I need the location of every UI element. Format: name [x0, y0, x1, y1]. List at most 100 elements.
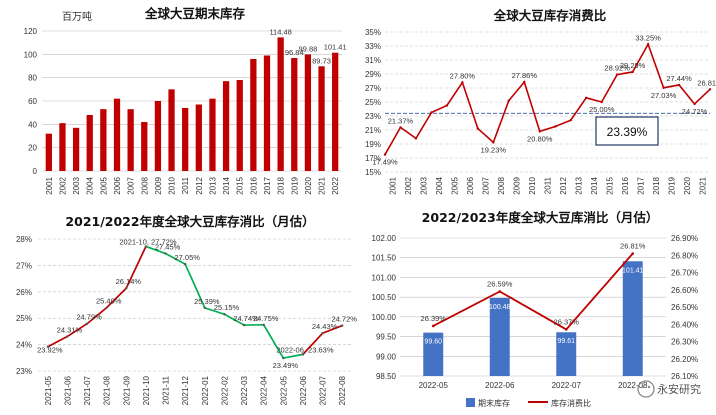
chart2-data-label: 20.80%	[527, 134, 553, 143]
chart4-ytick-left: 100.00	[372, 313, 397, 322]
chart3-point	[321, 332, 324, 335]
chart1-bar	[263, 55, 271, 171]
chart2-data-label: 28.92%	[604, 64, 630, 73]
chart4-ytick-right: 26.90%	[671, 234, 698, 243]
chart4-bar	[489, 297, 510, 376]
chart3-data-label: 25.40%	[96, 297, 122, 306]
chart2-title: 全球大豆库存消费比	[493, 8, 607, 23]
chart2-data-label: 27.86%	[512, 71, 538, 80]
chart3-data-label: 24.31%	[57, 325, 83, 334]
chart2-data-label: 27.44%	[666, 74, 692, 83]
chart3-xtick: 2022-06	[299, 375, 308, 405]
chart4-bar-label: 101.41	[622, 267, 644, 274]
chart1-unit: 百万吨	[62, 10, 92, 23]
chart3-data-label: 2021-10, 27.72%	[119, 237, 176, 246]
chart3-point	[46, 345, 50, 348]
chart3-point	[66, 335, 69, 338]
chart3-xtick: 2021-06	[63, 375, 72, 405]
chart2-xtick: 2013	[574, 176, 583, 194]
chart4-ytick-left: 102.00	[372, 234, 397, 243]
chart2-xtick: 2016	[621, 176, 630, 194]
chart2-point	[662, 86, 665, 89]
chart3-xtick: 2022-05	[279, 375, 288, 405]
chart2-xtick: 2014	[590, 176, 599, 194]
chart1-xtick: 2002	[58, 176, 67, 194]
chart3-xtick: 2021-10	[142, 375, 151, 405]
chart1-xtick: 2008	[140, 176, 149, 194]
chart3-point	[301, 353, 305, 356]
chart1-bar	[236, 80, 243, 171]
chart1-bar	[277, 37, 284, 171]
chart2-callout-text: 23.39%	[607, 125, 648, 139]
chart1-data-label: 89.73	[312, 56, 331, 65]
chart1-bar	[195, 104, 202, 171]
chart4-bar	[622, 261, 643, 376]
chart4-line-label: 26.59%	[487, 279, 513, 288]
chart1-plot: 0 20 40 60 80 100 120 2001 2002 2003 2004 2005 2006 2…	[24, 27, 347, 195]
chart3-ytick: 23%	[16, 367, 32, 376]
chart2-xtick: 2010	[528, 176, 537, 194]
chart2-line	[384, 42, 711, 155]
chart2-xtick: 2009	[513, 176, 522, 194]
chart1-bar	[304, 54, 312, 172]
chart4-ytick-right: 26.30%	[671, 338, 698, 347]
chart3-xtick: 2021-12	[181, 375, 190, 405]
chart3-point	[262, 323, 265, 326]
chart4-bar-label: 100.48	[489, 304, 511, 311]
chart1-xtick: 2016	[249, 176, 258, 194]
chart1-xtick: 2003	[72, 176, 81, 194]
chart1-xtick: 2015	[236, 176, 245, 194]
chart1-ytick: 20	[28, 144, 37, 153]
chart3-xtick: 2021-07	[83, 375, 92, 405]
chart1-xtick: 2020	[304, 176, 313, 194]
chart3-xtick: 2022-04	[260, 375, 269, 405]
chart2-point	[708, 88, 712, 91]
chart4-ytick-left: 101.50	[372, 254, 397, 263]
chart3-ytick: 25%	[16, 314, 32, 323]
chart3-data-label: 24.75%	[253, 314, 279, 323]
chart1-data-label: 114.48	[269, 27, 291, 36]
chart1-data-label: 99.88	[299, 44, 318, 53]
chart1-bar	[86, 115, 93, 171]
chart4-point	[564, 328, 568, 331]
chart4-ytick-right: 26.20%	[671, 355, 698, 364]
chart3-point	[340, 324, 344, 327]
chart2-ytick: 35%	[365, 28, 381, 37]
chart4-ytick-right: 26.50%	[671, 303, 698, 312]
chart2-point	[646, 43, 650, 46]
chart3-plot: 23% 24% 25% 26% 27% 28% 23.92% 24.31% 24.79% 25.4…	[16, 235, 357, 405]
chart2-point	[600, 100, 603, 104]
chart1-xtick: 2011	[181, 176, 190, 194]
watermark-text: 永安研究	[657, 382, 701, 396]
chart3-xtick: 2021-05	[44, 375, 53, 405]
chart2-xtick: 2011	[544, 176, 553, 194]
chart1-bar	[209, 98, 216, 171]
chart3-point	[144, 245, 148, 248]
chart4-ytick-left: 101.00	[372, 273, 397, 282]
chart2-point	[399, 126, 402, 129]
chart3-xtick: 2022-02	[220, 375, 229, 405]
chart1-xtick: 2012	[195, 176, 204, 194]
chart2-ytick: 27%	[365, 84, 381, 93]
chart3-point	[105, 306, 108, 309]
chart1-bar	[141, 122, 148, 171]
chart1-title: 全球大豆期末库存	[144, 6, 246, 21]
chart2-point	[430, 111, 433, 114]
chart2-xtick: 2007	[482, 176, 491, 194]
chart1-ytick: 100	[24, 50, 38, 59]
chart1-xtick: 2013	[208, 176, 217, 194]
chart2-point	[615, 73, 619, 76]
chart4-bar-label: 99.60	[424, 339, 442, 346]
chart1-bar	[100, 109, 107, 171]
chart2-xtick: 2021	[698, 176, 707, 194]
chart2-plot: 15% 17% 19% 21% 23% 25% 27% 29% 31% 33% 35% 23.39% 1…	[365, 28, 716, 195]
chart2-xtick: 2001	[389, 176, 398, 194]
chart1-ytick: 0	[33, 167, 38, 176]
chart2-point	[554, 125, 557, 128]
chart3-data-label: 24.72%	[331, 315, 357, 324]
chart3-point	[183, 262, 187, 266]
chart3-data-label: 23.49%	[273, 361, 299, 370]
chart2-point	[492, 141, 495, 144]
chart4-line-label: 26.37%	[554, 317, 580, 326]
chart2-ytick: 17%	[365, 154, 381, 163]
